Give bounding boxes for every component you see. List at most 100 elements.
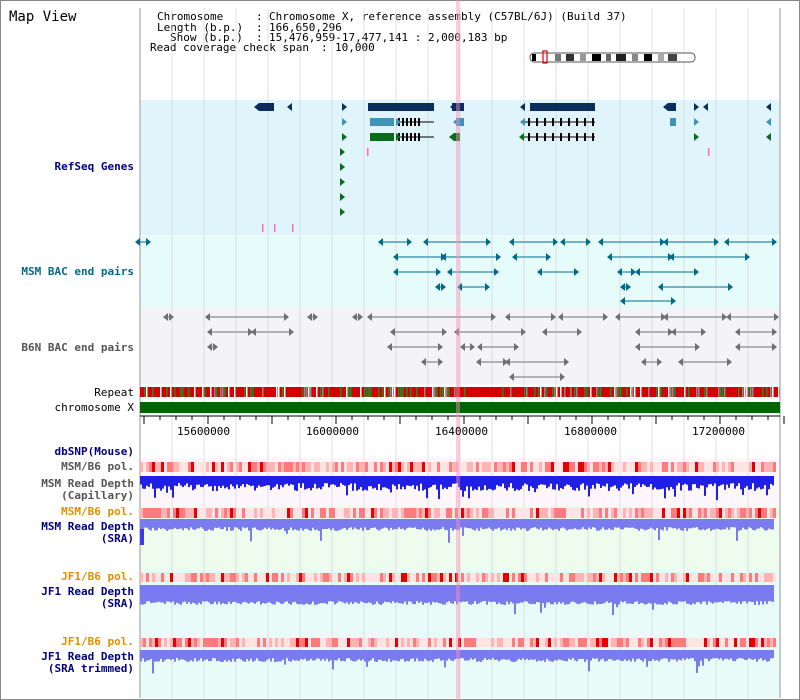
heatmap-cell [695, 573, 698, 582]
heatmap-cell [341, 508, 344, 518]
depth-bar [246, 476, 248, 485]
heatmap-cell [266, 508, 269, 518]
track-label-chromosome[interactable]: chromosome X [54, 401, 134, 414]
track-label-jf1-depth-trim[interactable]: JF1 Read Depth [41, 650, 134, 663]
heatmap-cell [368, 508, 371, 518]
heatmap-cell [329, 638, 332, 647]
depth-bar [418, 650, 420, 662]
depth-bar [250, 519, 252, 542]
track-label-msm-pol-1[interactable]: MSM/B6 pol. [61, 460, 134, 473]
depth-bar [748, 585, 750, 602]
depth-bar [716, 519, 718, 529]
depth-bar [322, 476, 324, 487]
heatmap-cell [656, 638, 659, 647]
track-label-msm-depth-sra[interactable]: MSM Read Depth [41, 520, 134, 533]
depth-bar [166, 650, 168, 659]
depth-bar [534, 650, 536, 660]
depth-bar [532, 519, 534, 528]
depth-bar [576, 519, 578, 530]
depth-bar [518, 650, 520, 659]
heatmap-cell [497, 638, 500, 647]
depth-bar [274, 585, 276, 605]
depth-bar [554, 476, 556, 490]
depth-bar [404, 585, 406, 602]
track-label-repeat[interactable]: Repeat [94, 386, 134, 399]
depth-bar [362, 650, 364, 660]
track-label-refseq[interactable]: RefSeq Genes [54, 160, 134, 173]
track-label-msm-depth-cap[interactable]: MSM Read Depth [41, 477, 134, 490]
bac-end-arrow [436, 268, 441, 276]
heatmap-cell [353, 638, 356, 647]
depth-bar [624, 650, 626, 660]
depth-bar [276, 476, 278, 485]
heatmap-cell [458, 508, 461, 518]
gene-strand-arrow [340, 163, 345, 171]
heatmap-cell [374, 508, 377, 518]
depth-bar [286, 585, 288, 602]
depth-bar [362, 476, 364, 491]
heatmap-cell [707, 573, 710, 582]
depth-bar [582, 519, 584, 528]
track-label-msm-bac[interactable]: MSM BAC end pairs [21, 265, 134, 278]
bac-end-arrow [598, 238, 603, 246]
track-label-jf1-depth-sra[interactable]: JF1 Read Depth [41, 585, 134, 598]
depth-bar [410, 585, 412, 602]
heatmap-cell [200, 462, 203, 472]
heatmap-cell [683, 638, 686, 647]
heatmap-cell [680, 573, 683, 582]
depth-bar [546, 519, 548, 530]
heatmap-cell [650, 462, 653, 472]
heatmap-cell [473, 508, 476, 518]
depth-bar [258, 476, 260, 486]
depth-bar [450, 476, 452, 487]
depth-bar [300, 519, 302, 529]
depth-bar [448, 476, 450, 487]
depth-bar [698, 585, 700, 603]
depth-bar [734, 650, 736, 662]
depth-bar [238, 476, 240, 489]
depth-bar [700, 476, 702, 486]
repeat-gap [360, 387, 362, 397]
depth-bar [346, 650, 348, 659]
heatmap-cell [371, 573, 374, 582]
track-label-msm-pol-2[interactable]: MSM/B6 pol. [61, 505, 134, 518]
heatmap-cell [314, 638, 317, 647]
bac-end-arrow [496, 253, 501, 261]
track-label-msm-depth-cap-sub: (Capillary) [61, 489, 134, 502]
depth-bar [772, 519, 774, 530]
depth-bar [180, 476, 182, 486]
track-label-b6n-bac[interactable]: B6N BAC end pairs [21, 341, 134, 354]
depth-bar [538, 476, 540, 486]
depth-bar [528, 519, 530, 531]
heatmap-cell [587, 508, 590, 518]
depth-bar [332, 476, 334, 485]
depth-bar [216, 585, 218, 605]
heatmap-cell [638, 508, 641, 518]
heatmap-cell [485, 638, 488, 647]
depth-bar [614, 519, 616, 528]
heatmap-cell [167, 638, 170, 647]
track-label-dbsnp[interactable]: dbSNP(Mouse) [54, 445, 134, 458]
depth-bar [458, 476, 460, 488]
depth-bar [642, 650, 644, 662]
bac-end-arrow [635, 328, 640, 336]
heatmap-cell [563, 573, 566, 582]
depth-bar [282, 650, 284, 660]
heatmap-cell [644, 638, 647, 647]
heatmap-cell [143, 638, 146, 647]
track-label-jf1-pol-2[interactable]: JF1/B6 pol. [61, 635, 134, 648]
heatmap-cell [563, 638, 566, 647]
gene-strand-arrow [703, 103, 708, 111]
depth-bar [748, 650, 750, 659]
track-label-jf1-pol-1[interactable]: JF1/B6 pol. [61, 570, 134, 583]
heatmap-cell [392, 508, 395, 518]
depth-bar [346, 585, 348, 603]
depth-bar [416, 650, 418, 659]
heatmap-cell [182, 462, 185, 472]
repeat-element [616, 387, 618, 397]
heatmap-cell [566, 638, 569, 647]
depth-bar [690, 650, 692, 659]
bac-end-arrow [441, 283, 446, 291]
depth-bar [428, 519, 430, 530]
repeat-element [554, 387, 556, 397]
